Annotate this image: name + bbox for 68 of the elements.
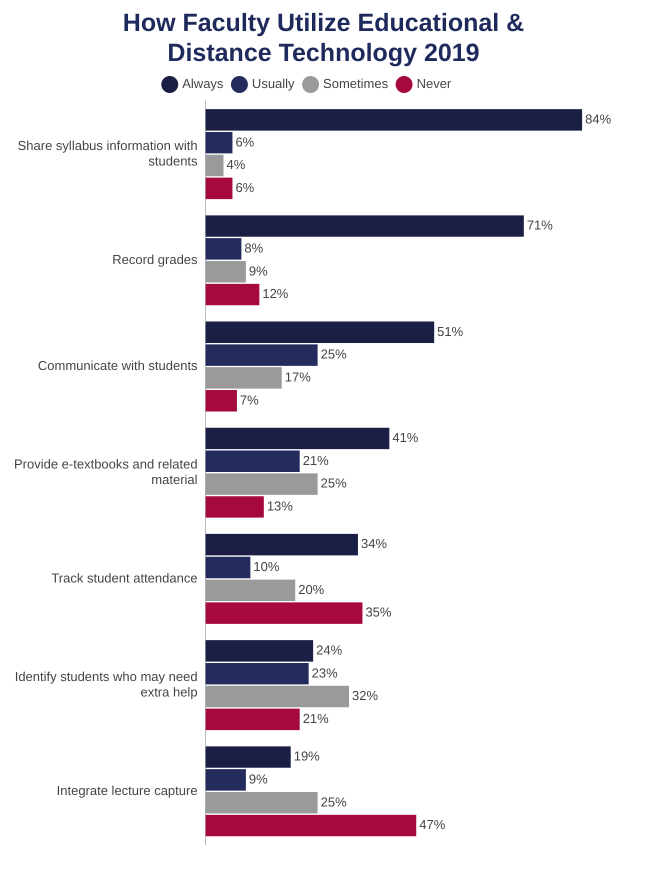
legend-label: Usually [252, 76, 296, 92]
bar [206, 260, 246, 282]
y-tick-label: Share syllabus information with students [18, 138, 198, 168]
data-label: 20% [298, 582, 325, 597]
data-label: 25% [320, 794, 348, 810]
bar [206, 132, 232, 154]
bar [206, 602, 362, 624]
data-label: 25% [320, 476, 348, 491]
bar [206, 814, 416, 836]
data-label: 25% [320, 346, 348, 362]
bar [206, 686, 349, 708]
bar [206, 238, 242, 260]
y-tick-label: Identify students who may need extra help [14, 668, 198, 700]
bar [206, 178, 232, 200]
bar [206, 344, 318, 366]
legend-label: Sometimes [323, 76, 389, 92]
y-tick-label: Record grades [112, 252, 198, 267]
data-label: 24% [316, 642, 343, 658]
bar [206, 580, 296, 602]
data-label: 9% [248, 263, 268, 278]
bar [206, 496, 264, 518]
bar [206, 367, 282, 389]
bar [206, 284, 260, 306]
bar [206, 708, 300, 730]
data-label: 13% [266, 498, 294, 514]
y-tick-label: Communicate with students [38, 358, 198, 374]
bar [206, 746, 291, 768]
data-label: 32% [352, 688, 378, 704]
bar [206, 640, 314, 662]
bar [206, 154, 224, 176]
bar [206, 390, 237, 412]
legend-label: Always [182, 76, 224, 92]
legend-label: Never [416, 76, 452, 92]
y-tick-label: Integrate lecture capture [56, 782, 198, 798]
bar [206, 534, 358, 556]
data-label: 34% [360, 536, 388, 552]
data-label: 19% [294, 748, 320, 764]
data-label: 51% [437, 324, 464, 339]
bar [206, 450, 300, 472]
data-label: 84% [585, 111, 612, 126]
bar [206, 322, 434, 343]
data-label: 9% [248, 771, 268, 786]
data-label: 6% [235, 134, 255, 150]
y-tick-label: Track student attendance [51, 570, 198, 586]
bar [206, 215, 524, 237]
data-label: 17% [284, 369, 312, 384]
bar [206, 662, 309, 684]
bar [206, 769, 246, 791]
bar [206, 556, 250, 578]
bar [206, 109, 582, 131]
data-label: 41% [392, 430, 419, 446]
data-label: 10% [253, 559, 280, 574]
data-label: 12% [262, 286, 289, 302]
y-tick-label: Provide e-textbooks and related material [14, 456, 198, 488]
bar [206, 428, 390, 450]
data-label: 23% [312, 665, 338, 680]
data-label: 21% [302, 710, 330, 726]
bar [206, 792, 318, 814]
chart-title: How Faculty Utilize Educational & Distance Technology 2019 [122, 8, 526, 68]
data-label: 7% [240, 392, 260, 408]
data-label: 71% [526, 218, 554, 233]
data-label: 21% [302, 452, 330, 468]
data-label: 8% [244, 240, 264, 256]
bar [206, 473, 318, 495]
data-label: 4% [226, 157, 246, 172]
data-label: 47% [419, 817, 446, 832]
data-label: 35% [365, 604, 392, 620]
data-label: 6% [235, 180, 255, 195]
